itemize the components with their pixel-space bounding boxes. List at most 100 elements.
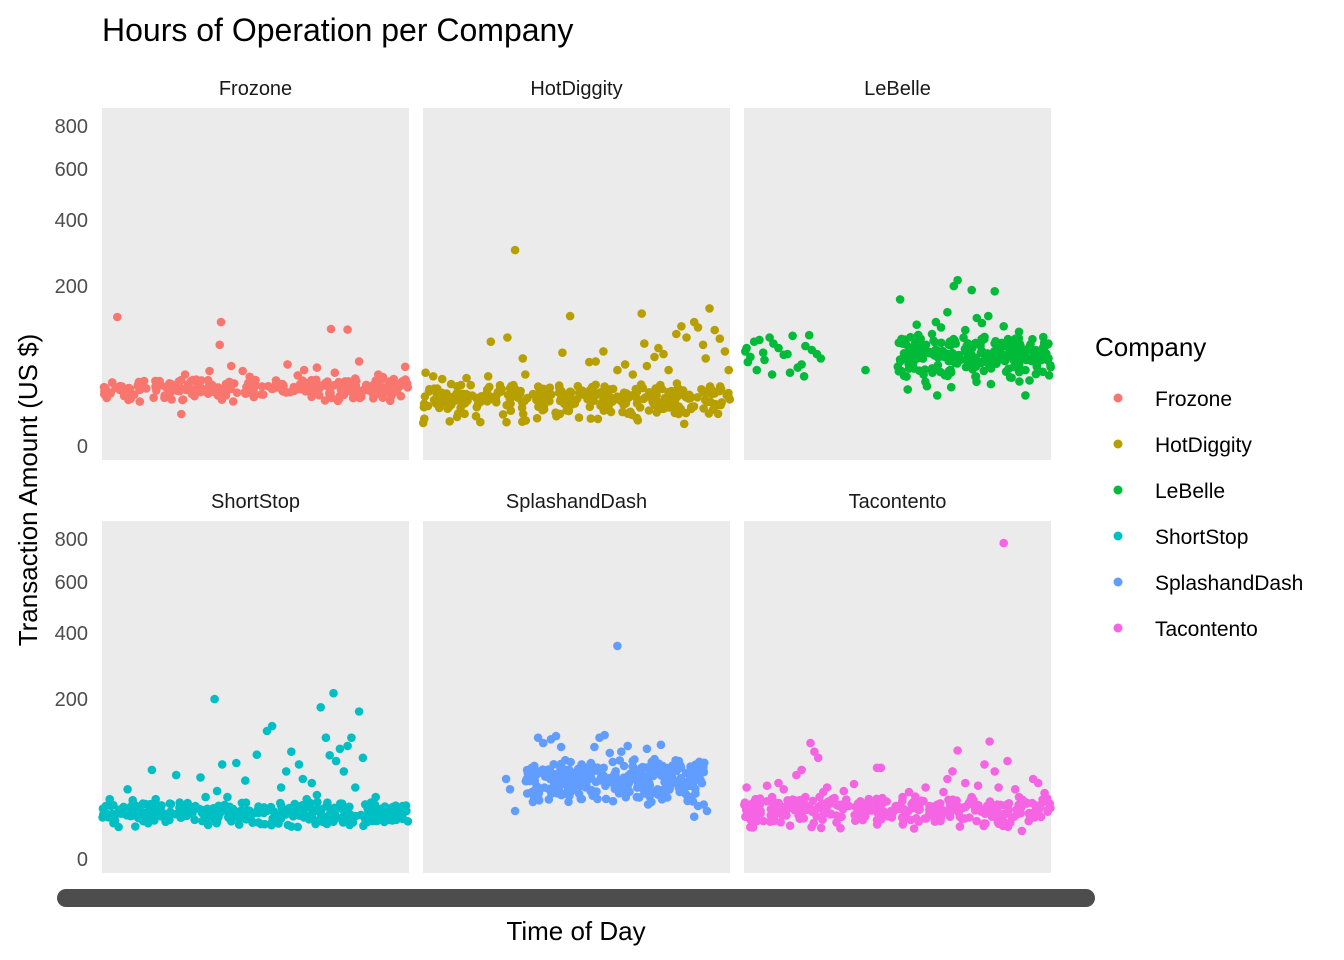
data-point — [226, 384, 235, 394]
data-point — [129, 390, 139, 399]
data-point — [149, 393, 158, 403]
data-point — [819, 809, 829, 819]
data-point — [581, 783, 590, 792]
data-point — [742, 783, 751, 792]
data-point — [298, 774, 308, 784]
data-point — [701, 354, 710, 363]
data-point — [105, 794, 114, 804]
data-point — [1045, 799, 1054, 808]
data-point — [808, 796, 818, 806]
data-point — [945, 337, 955, 346]
data-point — [597, 398, 607, 407]
facet-panels: Frozone HotDiggity LeBelle ShortStop Splasha… — [98, 78, 1055, 873]
data-point — [276, 814, 286, 823]
data-point — [309, 383, 319, 393]
data-point — [872, 820, 882, 829]
data-point — [330, 368, 340, 378]
data-point — [936, 799, 945, 808]
data-point — [623, 409, 633, 418]
data-point — [1025, 376, 1034, 385]
data-point — [967, 792, 976, 802]
y-tick-label: 800 — [55, 116, 88, 138]
data-point — [264, 381, 273, 391]
data-point — [241, 798, 251, 807]
data-point — [1022, 799, 1031, 808]
data-point — [330, 810, 340, 819]
data-point — [373, 815, 383, 825]
data-point — [760, 355, 769, 365]
data-point — [925, 801, 934, 811]
data-point — [101, 391, 111, 401]
data-point — [545, 765, 554, 775]
data-point — [212, 786, 222, 796]
data-point — [313, 797, 322, 807]
data-point — [755, 335, 764, 345]
data-point — [532, 413, 542, 423]
data-point — [180, 370, 190, 379]
data-point — [1035, 803, 1045, 812]
data-point — [259, 803, 269, 812]
data-point — [325, 751, 335, 760]
data-point — [999, 538, 1008, 548]
data-point — [178, 395, 188, 404]
data-point — [640, 339, 649, 348]
data-point — [161, 810, 171, 820]
data-point — [844, 801, 854, 811]
data-point — [625, 787, 634, 796]
data-point — [252, 750, 262, 759]
data-point — [705, 304, 714, 313]
data-point — [356, 810, 366, 820]
data-point — [943, 774, 952, 784]
data-point — [1030, 813, 1039, 822]
data-point — [774, 343, 783, 353]
data-point — [354, 357, 364, 366]
legend-item-splashanddash: SplashandDash — [1113, 572, 1303, 595]
data-point — [339, 767, 349, 776]
data-point — [190, 815, 199, 825]
data-point — [816, 801, 825, 810]
data-point — [343, 741, 352, 751]
data-point — [326, 324, 336, 334]
data-point — [1001, 367, 1011, 377]
data-point — [686, 394, 695, 403]
legend-key — [1113, 623, 1123, 633]
data-point — [745, 802, 755, 812]
data-point — [381, 816, 390, 825]
data-point — [1014, 327, 1024, 337]
data-point — [533, 733, 543, 742]
data-point — [613, 365, 622, 375]
data-point — [307, 778, 317, 788]
data-point — [619, 400, 628, 410]
data-point — [562, 406, 571, 415]
data-point — [647, 388, 656, 398]
data-point — [583, 394, 592, 404]
data-point — [171, 809, 180, 819]
data-point — [967, 285, 976, 295]
data-point — [1025, 344, 1034, 354]
panel-background — [102, 108, 409, 460]
data-point — [425, 386, 435, 395]
data-point — [1021, 391, 1030, 400]
data-point — [486, 337, 496, 347]
data-point — [674, 756, 684, 766]
data-point — [334, 377, 344, 387]
data-point — [953, 275, 962, 285]
data-point — [994, 783, 1003, 792]
data-point — [605, 748, 615, 758]
data-point — [482, 388, 492, 398]
legend-key — [1113, 393, 1123, 403]
data-point — [671, 399, 680, 408]
data-point — [995, 347, 1004, 356]
data-point — [196, 773, 205, 782]
data-point — [620, 360, 630, 369]
data-point — [849, 779, 859, 789]
data-point — [555, 396, 565, 406]
data-point — [462, 373, 471, 383]
data-point — [903, 385, 912, 394]
data-point — [351, 783, 360, 792]
data-point — [384, 382, 394, 392]
data-point — [293, 822, 303, 832]
data-point — [1015, 806, 1024, 815]
data-point — [510, 806, 520, 816]
data-point — [335, 744, 345, 754]
